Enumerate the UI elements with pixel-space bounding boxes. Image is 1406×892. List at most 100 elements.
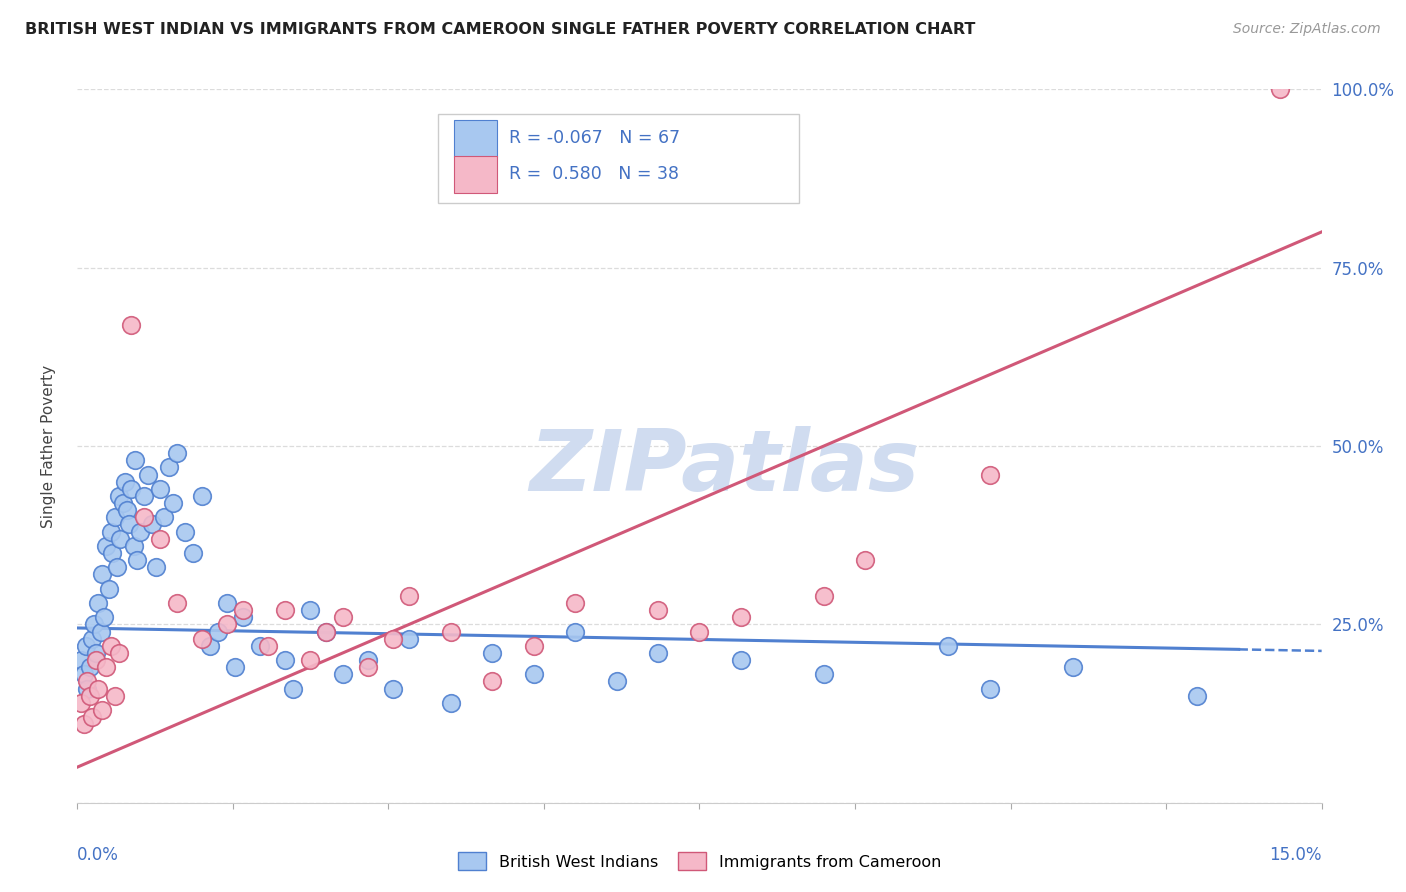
FancyBboxPatch shape [454, 155, 496, 193]
Point [104, 510, 127, 524]
Point [76, 681, 98, 696]
Point [96, 660, 118, 674]
Point [183, 546, 205, 560]
Point [1062, 660, 1084, 674]
Point [813, 589, 835, 603]
Point [75, 639, 97, 653]
Text: Source: ZipAtlas.com: Source: ZipAtlas.com [1233, 22, 1381, 37]
Point [298, 653, 321, 667]
Point [97, 582, 120, 596]
Point [315, 624, 337, 639]
Point [232, 610, 254, 624]
Point [100, 639, 122, 653]
Point [232, 603, 254, 617]
Point [440, 624, 463, 639]
Point [440, 696, 463, 710]
Point [108, 646, 131, 660]
Point [82, 710, 104, 724]
Point [813, 667, 835, 681]
Point [83, 617, 105, 632]
Point [207, 624, 229, 639]
Point [96, 539, 118, 553]
Text: ZIPatlas: ZIPatlas [529, 425, 920, 509]
Point [120, 318, 142, 332]
Point [104, 689, 127, 703]
Text: 0.0%: 0.0% [77, 846, 120, 863]
Point [606, 674, 628, 689]
Point [108, 489, 131, 503]
Point [90, 624, 112, 639]
Point [332, 667, 354, 681]
Point [93, 610, 115, 624]
Point [1270, 82, 1292, 96]
Point [523, 667, 546, 681]
Point [91, 703, 114, 717]
Point [132, 489, 155, 503]
Point [82, 632, 104, 646]
Point [938, 639, 960, 653]
Point [76, 674, 98, 689]
Point [481, 674, 503, 689]
Point [87, 596, 110, 610]
Point [84, 646, 107, 660]
Point [149, 482, 172, 496]
Point [481, 646, 503, 660]
FancyBboxPatch shape [439, 114, 799, 203]
Text: BRITISH WEST INDIAN VS IMMIGRANTS FROM CAMEROON SINGLE FATHER POVERTY CORRELATIO: BRITISH WEST INDIAN VS IMMIGRANTS FROM C… [25, 22, 976, 37]
Point [84, 653, 107, 667]
Point [730, 610, 752, 624]
Point [100, 524, 122, 539]
Point [1187, 689, 1209, 703]
Point [114, 475, 136, 489]
Point [79, 689, 101, 703]
Text: R = -0.067   N = 67: R = -0.067 N = 67 [509, 129, 681, 147]
Point [274, 603, 297, 617]
Point [115, 503, 138, 517]
Point [73, 717, 96, 731]
Point [157, 460, 180, 475]
Point [215, 617, 238, 632]
Point [120, 482, 142, 496]
Point [124, 453, 146, 467]
Point [87, 681, 110, 696]
Point [73, 667, 96, 681]
Point [855, 553, 877, 567]
Point [281, 681, 304, 696]
Point [647, 603, 669, 617]
Point [298, 603, 321, 617]
Point [647, 646, 669, 660]
Point [215, 596, 238, 610]
Text: 15.0%: 15.0% [1270, 846, 1322, 863]
Point [128, 524, 150, 539]
Point [118, 517, 141, 532]
Point [357, 660, 380, 674]
Point [149, 532, 172, 546]
Point [979, 681, 1001, 696]
Point [70, 696, 93, 710]
Point [224, 660, 246, 674]
Point [689, 624, 711, 639]
Point [166, 596, 188, 610]
Point [523, 639, 546, 653]
Point [91, 567, 114, 582]
Y-axis label: Single Father Poverty: Single Father Poverty [42, 365, 56, 527]
Point [141, 517, 163, 532]
Point [122, 539, 145, 553]
Legend: British West Indians, Immigrants from Cameroon: British West Indians, Immigrants from Ca… [451, 846, 948, 877]
Point [136, 467, 159, 482]
Point [398, 632, 420, 646]
Point [191, 632, 214, 646]
Point [274, 653, 297, 667]
Point [381, 632, 404, 646]
Point [70, 653, 93, 667]
Point [191, 489, 214, 503]
Point [332, 610, 354, 624]
Point [357, 653, 380, 667]
Text: R =  0.580   N = 38: R = 0.580 N = 38 [509, 165, 679, 183]
Point [162, 496, 184, 510]
Point [315, 624, 337, 639]
Point [166, 446, 188, 460]
Point [110, 532, 132, 546]
Point [381, 681, 404, 696]
FancyBboxPatch shape [454, 120, 496, 157]
